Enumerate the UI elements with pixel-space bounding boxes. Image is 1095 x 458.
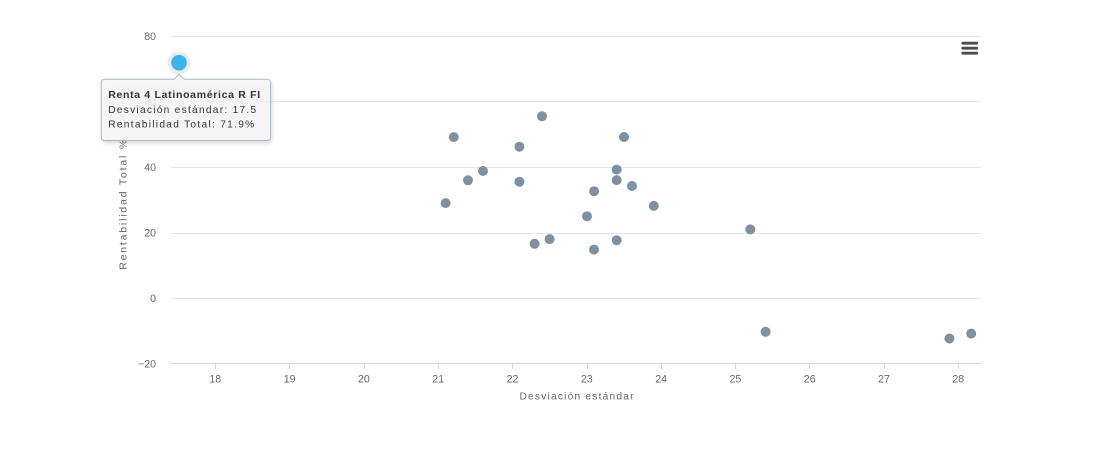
svg-text:19: 19 bbox=[284, 373, 296, 385]
svg-text:−20: −20 bbox=[138, 359, 156, 371]
svg-text:22: 22 bbox=[507, 373, 519, 385]
svg-text:20: 20 bbox=[144, 227, 156, 239]
svg-text:Rentabilidad Total: 71.9%: Rentabilidad Total: 71.9% bbox=[108, 120, 254, 131]
svg-text:20: 20 bbox=[358, 373, 370, 385]
svg-text:Desviación estándar: Desviación estándar bbox=[520, 392, 635, 403]
svg-text:40: 40 bbox=[144, 162, 156, 174]
svg-text:26: 26 bbox=[804, 373, 816, 385]
svg-text:0: 0 bbox=[150, 293, 156, 305]
svg-text:18: 18 bbox=[209, 373, 221, 385]
svg-text:Desviación estándar: 17.5: Desviación estándar: 17.5 bbox=[108, 105, 256, 116]
svg-text:28: 28 bbox=[952, 373, 964, 385]
svg-text:24: 24 bbox=[655, 373, 667, 385]
svg-text:23: 23 bbox=[581, 373, 593, 385]
svg-text:27: 27 bbox=[878, 373, 890, 385]
svg-text:Rentabilidad Total %: Rentabilidad Total % bbox=[119, 140, 130, 270]
svg-text:25: 25 bbox=[730, 373, 742, 385]
svg-text:Renta 4 Latinoamérica R FI: Renta 4 Latinoamérica R FI bbox=[108, 89, 260, 101]
svg-text:21: 21 bbox=[432, 373, 444, 385]
svg-text:80: 80 bbox=[144, 31, 156, 43]
